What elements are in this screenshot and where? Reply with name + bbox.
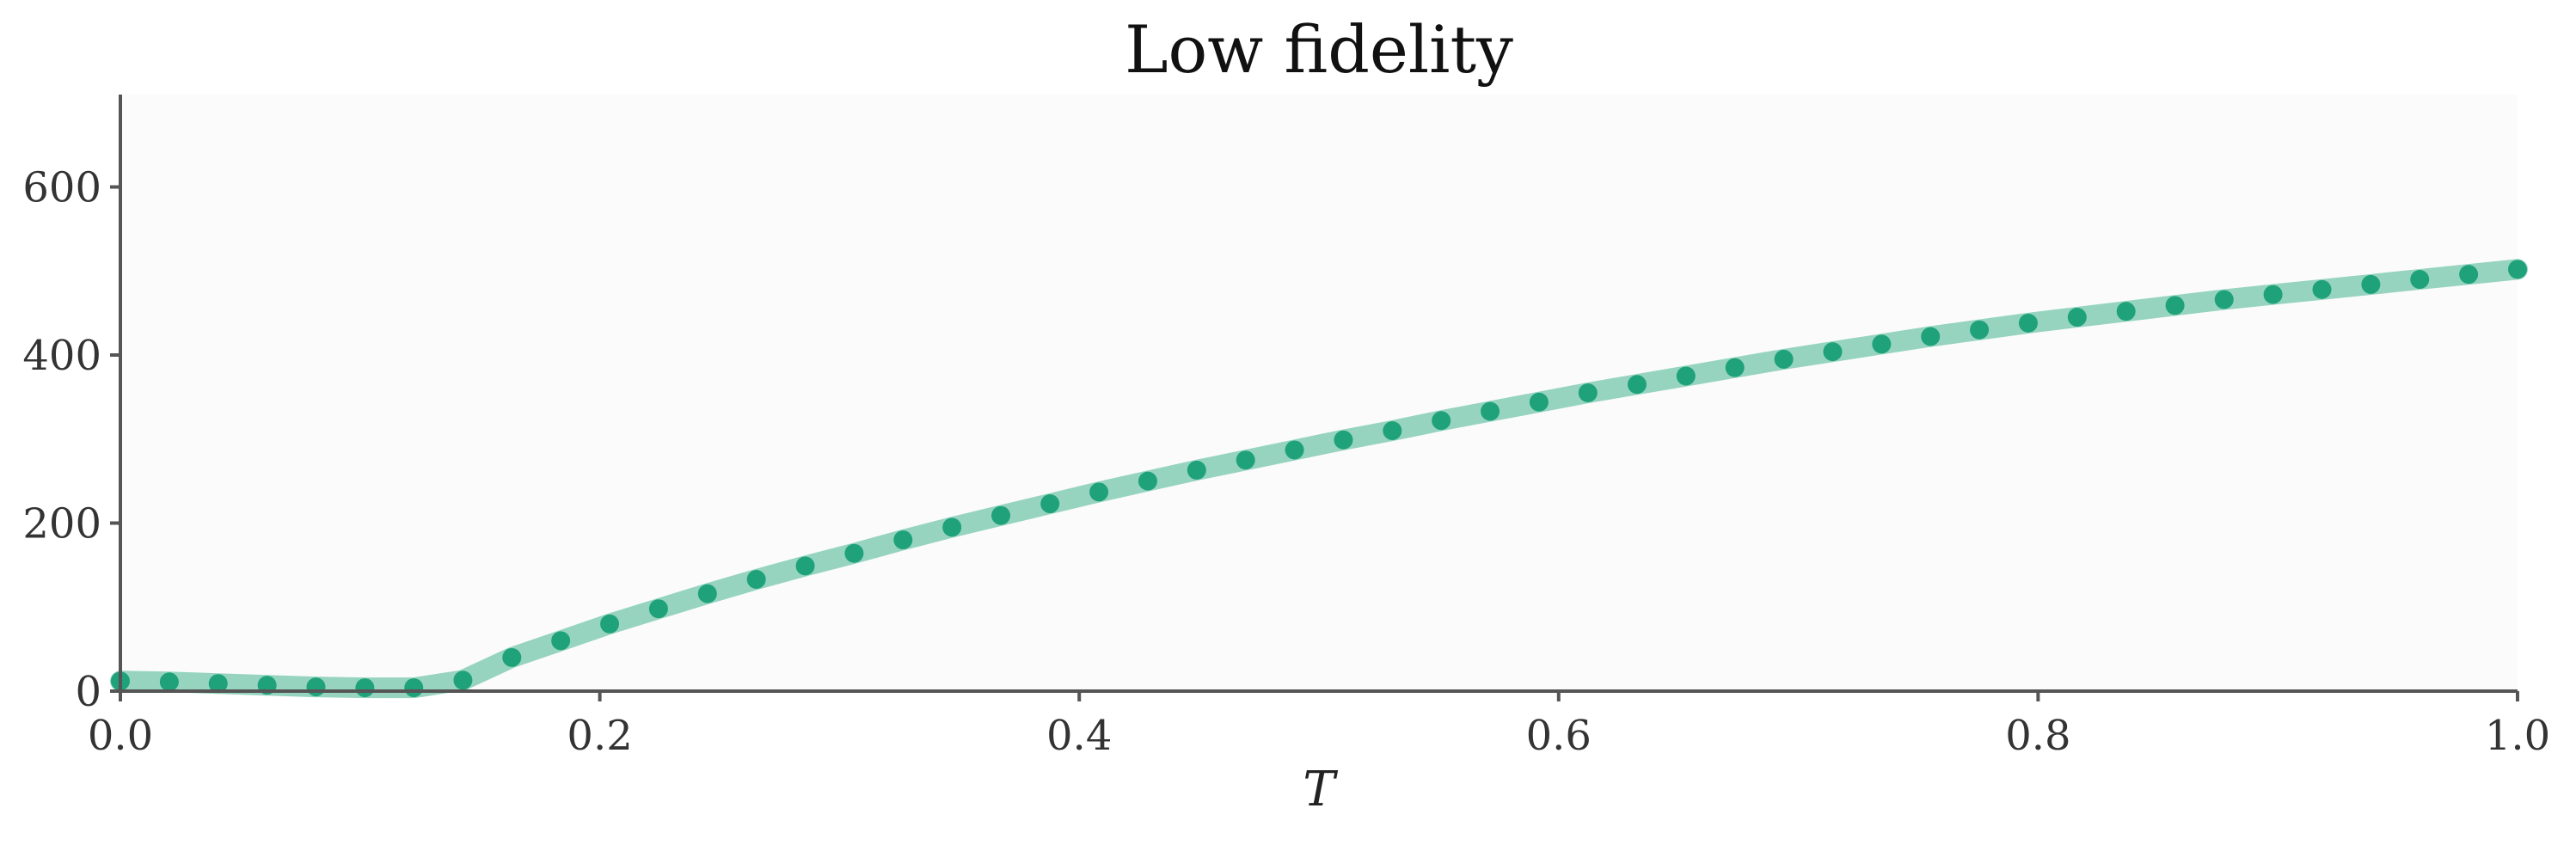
data-point: [1529, 392, 1549, 412]
data-point: [404, 678, 424, 698]
x-axis-label: T: [1303, 762, 1338, 817]
data-point: [1725, 358, 1745, 377]
data-point: [1040, 494, 1060, 514]
plot-background: [120, 95, 2518, 691]
data-point: [2214, 290, 2234, 309]
chart-title: Low fidelity: [1125, 11, 1513, 88]
data-point: [1823, 342, 1843, 362]
data-point: [2263, 285, 2283, 304]
data-point: [697, 584, 717, 603]
x-tick-label: 0.6: [1526, 712, 1592, 760]
x-tick-label: 0.4: [1046, 712, 1112, 760]
data-point: [208, 674, 228, 694]
data-point: [1285, 440, 1304, 460]
data-point: [2067, 308, 2087, 328]
x-tick-label: 0.8: [2005, 712, 2070, 760]
data-point: [502, 647, 522, 667]
x-tick-label: 1.0: [2485, 712, 2550, 760]
data-point: [1138, 471, 1157, 491]
data-point: [355, 678, 375, 698]
data-point: [2410, 270, 2430, 290]
data-point: [2459, 265, 2479, 285]
data-point: [1970, 320, 1990, 340]
data-point: [1872, 334, 1892, 354]
data-point: [2312, 279, 2332, 299]
data-point: [1334, 430, 1353, 450]
data-point: [844, 543, 864, 563]
data-point: [1383, 420, 1402, 440]
data-point: [1089, 482, 1109, 502]
data-point: [2116, 302, 2136, 321]
data-point: [1236, 450, 1255, 470]
data-point: [2165, 296, 2185, 315]
y-tick-label: 600: [22, 164, 101, 212]
data-point: [746, 569, 766, 589]
x-tick-label: 0.0: [88, 712, 153, 760]
y-tick-label: 0: [75, 668, 101, 716]
x-axis-ticks: 0.0 0.2 0.4 0.6 0.8 1.0: [88, 691, 2550, 760]
data-point: [600, 614, 620, 634]
data-point: [1481, 401, 1500, 421]
data-point: [1921, 327, 1941, 346]
data-point: [453, 670, 473, 690]
data-point: [2361, 274, 2381, 294]
data-point: [648, 599, 668, 619]
data-point: [2018, 313, 2038, 333]
y-tick-label: 200: [22, 500, 101, 548]
data-point: [991, 505, 1011, 525]
x-tick-label: 0.2: [567, 712, 632, 760]
y-tick-label: 400: [22, 332, 101, 380]
y-axis-ticks: 0 200 400 600: [22, 164, 120, 716]
data-point: [2508, 260, 2527, 279]
data-point: [1578, 383, 1598, 402]
data-point: [795, 556, 815, 576]
data-point: [1187, 460, 1206, 480]
data-point: [1432, 411, 1451, 431]
data-point: [893, 530, 913, 550]
data-point: [159, 672, 179, 692]
data-point: [551, 631, 571, 651]
data-point: [942, 517, 962, 537]
data-point: [1627, 375, 1647, 395]
data-point: [1676, 366, 1696, 386]
data-point: [306, 677, 326, 697]
data-point: [1774, 349, 1794, 369]
